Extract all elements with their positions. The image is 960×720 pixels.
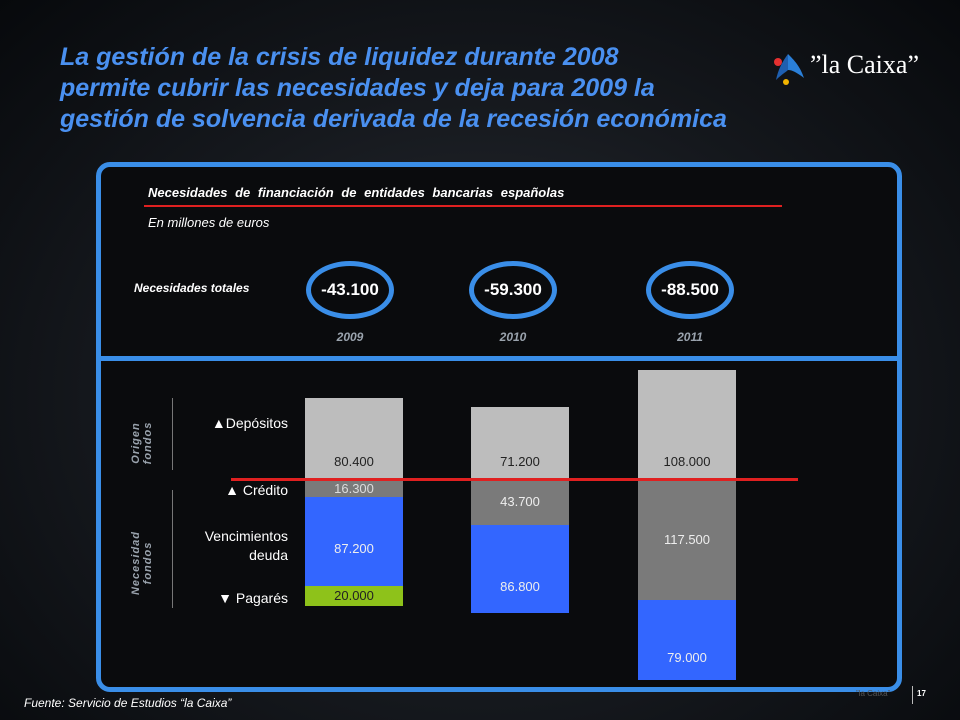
- bar-label-vencimientos-2009: 87.200: [334, 541, 374, 557]
- chart-subtitle: Necesidades de financiación de entidades…: [148, 185, 565, 200]
- la-caixa-logo: ”la Caixa”: [770, 48, 920, 88]
- bar-label-depositos-2010: 71.200: [500, 454, 540, 469]
- chart-units: En millones de euros: [148, 215, 270, 230]
- bar-vencimientos-2011: [638, 599, 736, 681]
- row-label-credito: ▲ Crédito: [225, 482, 288, 498]
- star-logo-icon: [774, 54, 804, 85]
- need-label-line-2: fondos: [142, 541, 154, 585]
- bar-label-credito-2011: 117.500: [663, 531, 711, 547]
- bar-pagares-2009: [305, 585, 403, 606]
- row-label-vencimientos-1: Vencimientos: [204, 528, 288, 544]
- row-label-vencimientos-2: deuda: [249, 547, 288, 563]
- origin-label-line-1: Origen: [130, 422, 142, 464]
- bar-depositos-2010: [471, 407, 569, 480]
- origin-funds-label: Origen fondos: [130, 408, 160, 478]
- total-value-2011: -88.500: [661, 280, 719, 299]
- bar-label-credito-2009: 16.300: [334, 480, 374, 496]
- origin-label-line-2: fondos: [142, 421, 154, 465]
- bar-label-depositos-2009: 80.400: [334, 454, 374, 469]
- need-label-line-1: Necesidad: [130, 530, 142, 596]
- origin-need-separator-line: [231, 478, 798, 481]
- total-value-2010: -59.300: [484, 280, 542, 299]
- bar-vencimientos-2010: [471, 524, 569, 614]
- row-label-depositos: ▲Depósitos: [211, 415, 288, 431]
- bar-label-vencimientos-2010: 86.800: [500, 578, 540, 594]
- source-note: Fuente: Servicio de Estudios “la Caixa”: [24, 696, 232, 710]
- year-label-2010: 2010: [499, 330, 527, 344]
- year-label-2009: 2009: [336, 330, 364, 344]
- title-line-1: La gestión de la crisis de liquidez dura…: [60, 43, 619, 71]
- total-circle-2011: [646, 261, 734, 319]
- bar-credito-2010: [471, 480, 569, 525]
- totals-label: Necesidades totales: [134, 281, 250, 295]
- watermark: ”la Caixa”: [856, 689, 891, 698]
- row-label-pagares: ▼ Pagarés: [218, 590, 288, 606]
- bar-label-credito-2010: 43.700: [500, 494, 540, 510]
- logo-text: ”la Caixa”: [810, 50, 919, 79]
- need-funds-label: Necesidad fondos: [130, 520, 160, 606]
- total-circle-2010: [469, 261, 557, 319]
- bar-depositos-2009: [305, 397, 403, 480]
- title-line-2: permite cubrir las necesidades y deja pa…: [60, 74, 655, 102]
- subtitle-underline: [144, 205, 782, 207]
- bar-label-vencimientos-2011: 79.000: [667, 650, 707, 666]
- origin-bracket: [172, 398, 173, 470]
- page-number: 17: [917, 689, 926, 698]
- page-number-separator: [912, 686, 913, 704]
- bar-credito-2009: [305, 480, 403, 497]
- need-bracket: [172, 490, 173, 608]
- title-line-3: gestión de solvencia derivada de la rece…: [60, 105, 727, 133]
- bar-vencimientos-2009: [305, 496, 403, 586]
- total-circle-2009: [306, 261, 394, 319]
- panel-divider: [96, 356, 902, 361]
- bar-depositos-2011: [638, 369, 736, 480]
- total-value-2009: -43.100: [321, 280, 379, 299]
- year-label-2011: 2011: [677, 330, 703, 344]
- bar-credito-2011: [638, 480, 736, 600]
- page-title: La gestión de la crisis de liquidez dura…: [60, 42, 760, 135]
- bar-label-depositos-2011: 108.000: [663, 454, 711, 469]
- bar-label-pagares-2009: 20.000: [334, 588, 374, 604]
